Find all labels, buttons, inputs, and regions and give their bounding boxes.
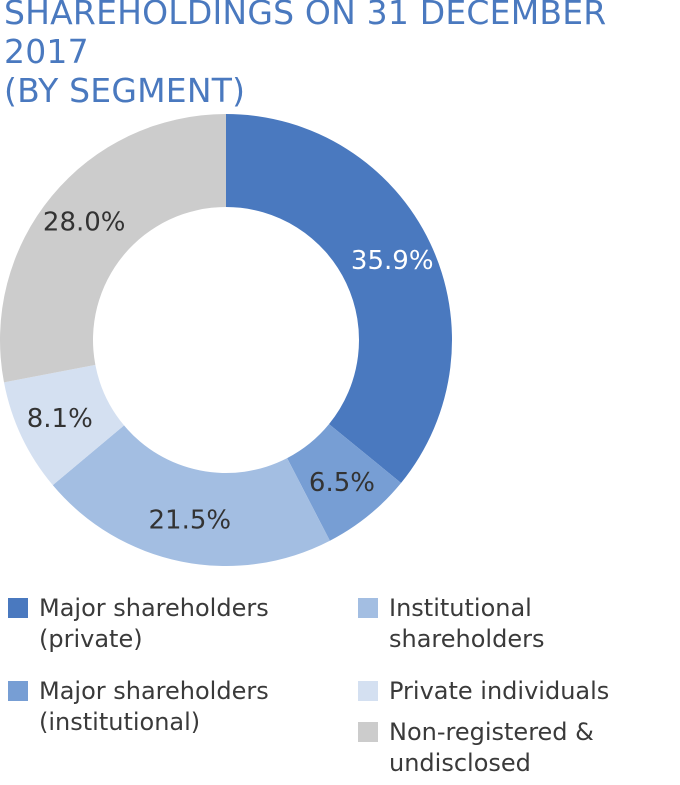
- legend-swatch-institutional: [358, 598, 378, 618]
- legend-label-major-institutional-line-1: Major shareholders: [39, 677, 269, 705]
- donut-slice-3: [4, 364, 125, 486]
- legend-label-major-institutional-line-2: (institutional): [39, 708, 201, 736]
- legend-item-institutional: Institutional shareholders: [358, 593, 544, 655]
- legend-swatch-major-institutional: [8, 681, 28, 701]
- donut-chart: 35.9% 6.5% 21.5% 8.1% 28.0%: [0, 114, 452, 566]
- donut-slice-label-3: 8.1%: [27, 404, 93, 434]
- legend-swatch-non-registered: [358, 722, 378, 742]
- legend-label-major-private-line-2: (private): [39, 625, 143, 653]
- legend-label-non-registered-line-2: undisclosed: [389, 749, 531, 777]
- donut-slice-4: [0, 114, 226, 383]
- legend-item-non-registered: Non-registered & undisclosed: [358, 717, 594, 779]
- donut-slice-label-1: 6.5%: [309, 468, 375, 498]
- legend-item-private-individuals: Private individuals: [358, 676, 609, 707]
- chart-title-line-1: SHAREHOLDINGS ON 31 DECEMBER 2017: [4, 0, 607, 71]
- donut-slice-label-4: 28.0%: [43, 208, 126, 238]
- donut-slice-0: [226, 114, 452, 483]
- donut-slice-label-2: 21.5%: [149, 505, 232, 535]
- chart-title: SHAREHOLDINGS ON 31 DECEMBER 2017 (BY SE…: [4, 0, 680, 110]
- legend-label-institutional-line-2: shareholders: [389, 625, 545, 653]
- donut-slice-2: [52, 425, 330, 566]
- legend-item-major-institutional: Major shareholders (institutional): [8, 676, 269, 738]
- chart-title-line-2: (BY SEGMENT): [4, 71, 246, 110]
- legend-label-private-individuals: Private individuals: [389, 677, 610, 705]
- donut-slice-label-0: 35.9%: [351, 246, 434, 276]
- donut-slice-1: [287, 424, 402, 541]
- legend-swatch-private-individuals: [358, 681, 378, 701]
- legend-label-non-registered-line-1: Non-registered &: [389, 718, 594, 746]
- legend-swatch-major-private: [8, 598, 28, 618]
- legend-item-major-private: Major shareholders (private): [8, 593, 269, 655]
